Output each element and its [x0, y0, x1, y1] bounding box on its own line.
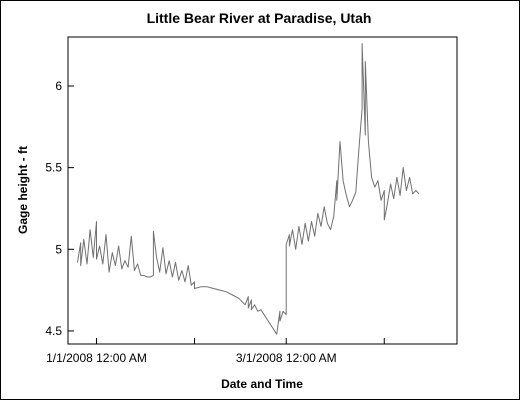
y-tick-label: 6 — [55, 79, 62, 93]
x-tick-label: 3/1/2008 12:00 AM — [236, 351, 337, 365]
y-tick-label: 4.5 — [45, 324, 62, 338]
y-tick-label: 5 — [55, 242, 62, 256]
x-axis-label: Date and Time — [221, 377, 303, 391]
x-tick-label: 1/1/2008 12:00 AM — [46, 351, 147, 365]
y-axis-label: Gage height - ft — [16, 146, 30, 234]
chart-title: Little Bear River at Paradise, Utah — [147, 10, 372, 26]
plot-area — [68, 37, 457, 344]
y-tick-label: 5.5 — [45, 161, 62, 175]
